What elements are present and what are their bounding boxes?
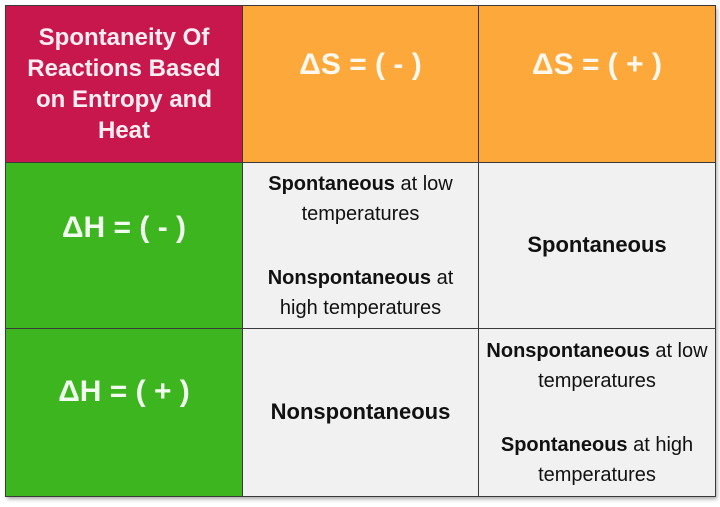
cell-h-neg-s-pos: Spontaneous bbox=[478, 162, 716, 329]
spontaneity-table: Spontaneity Of Reactions Based on Entrop… bbox=[5, 5, 716, 497]
column-header-delta-s-positive: ΔS = ( + ) bbox=[478, 5, 716, 163]
spontaneity-table-container: Spontaneity Of Reactions Based on Entrop… bbox=[5, 5, 716, 497]
cell-line-1-bold: Nonspontaneous bbox=[486, 339, 650, 362]
cell-line-1-rest: at low temperatures bbox=[538, 339, 708, 392]
cell-line-2: Spontaneous at high temperatures bbox=[485, 430, 709, 490]
row-header-delta-h-negative: ΔH = ( - ) bbox=[5, 162, 243, 329]
cell-result: Nonspontaneous bbox=[270, 399, 451, 424]
cell-result: Spontaneous bbox=[527, 232, 667, 257]
cell-h-neg-s-neg: Spontaneous at low temperatures Nonspont… bbox=[242, 162, 479, 329]
cell-line-1: Spontaneous at low temperatures bbox=[249, 169, 472, 229]
spacer bbox=[249, 229, 472, 263]
table-row-delta-h-positive: ΔH = ( + ) Nonspontaneous Nonspontaneous… bbox=[5, 328, 716, 497]
cell-h-pos-s-neg: Nonspontaneous bbox=[242, 328, 479, 497]
column-header-label: ΔS = ( - ) bbox=[299, 48, 422, 81]
row-header-label: ΔH = ( - ) bbox=[61, 211, 187, 244]
spacer bbox=[485, 396, 709, 430]
table-title: Spontaneity Of Reactions Based on Entrop… bbox=[27, 24, 221, 144]
table-title-cell: Spontaneity Of Reactions Based on Entrop… bbox=[5, 5, 243, 163]
cell-line-2-rest: at high temperatures bbox=[538, 433, 694, 486]
header-row: Spontaneity Of Reactions Based on Entrop… bbox=[5, 5, 716, 163]
column-header-label: ΔS = ( + ) bbox=[532, 48, 662, 81]
cell-line-1: Nonspontaneous at low temperatures bbox=[485, 336, 709, 396]
cell-line-1-rest: at low temperatures bbox=[301, 172, 453, 225]
cell-line-2-bold: Spontaneous bbox=[500, 433, 628, 456]
cell-line-2: Nonspontaneous at high temperatures bbox=[249, 263, 472, 323]
cell-line-1-bold: Spontaneous bbox=[268, 172, 395, 195]
row-header-label: ΔH = ( + ) bbox=[58, 375, 190, 408]
cell-line-2-bold: Nonspontaneous bbox=[267, 266, 432, 289]
table-row-delta-h-negative: ΔH = ( - ) Spontaneous at low temperatur… bbox=[5, 162, 716, 329]
cell-line-2-rest: at high temperatures bbox=[279, 266, 454, 319]
row-header-delta-h-positive: ΔH = ( + ) bbox=[5, 328, 243, 497]
cell-h-pos-s-pos: Nonspontaneous at low temperatures Spont… bbox=[478, 328, 716, 497]
column-header-delta-s-negative: ΔS = ( - ) bbox=[242, 5, 479, 163]
